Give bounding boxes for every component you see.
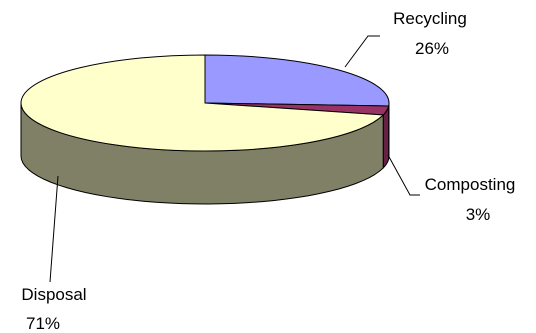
label-recycling-value: 26% bbox=[415, 39, 449, 58]
leader-composting bbox=[387, 154, 420, 196]
label-disposal-name: Disposal bbox=[21, 285, 86, 304]
slice-recycling bbox=[204, 54, 390, 107]
label-composting-value: 3% bbox=[466, 205, 491, 224]
slice-disposal bbox=[20, 54, 384, 152]
label-disposal-value: 71% bbox=[26, 314, 60, 333]
slice-side-composting bbox=[382, 105, 390, 169]
label-recycling-name: Recycling bbox=[393, 9, 467, 28]
label-composting-name: Composting bbox=[425, 175, 516, 194]
pie-tops bbox=[20, 54, 390, 152]
leader-recycling bbox=[344, 35, 380, 68]
leader-disposal bbox=[49, 175, 59, 283]
